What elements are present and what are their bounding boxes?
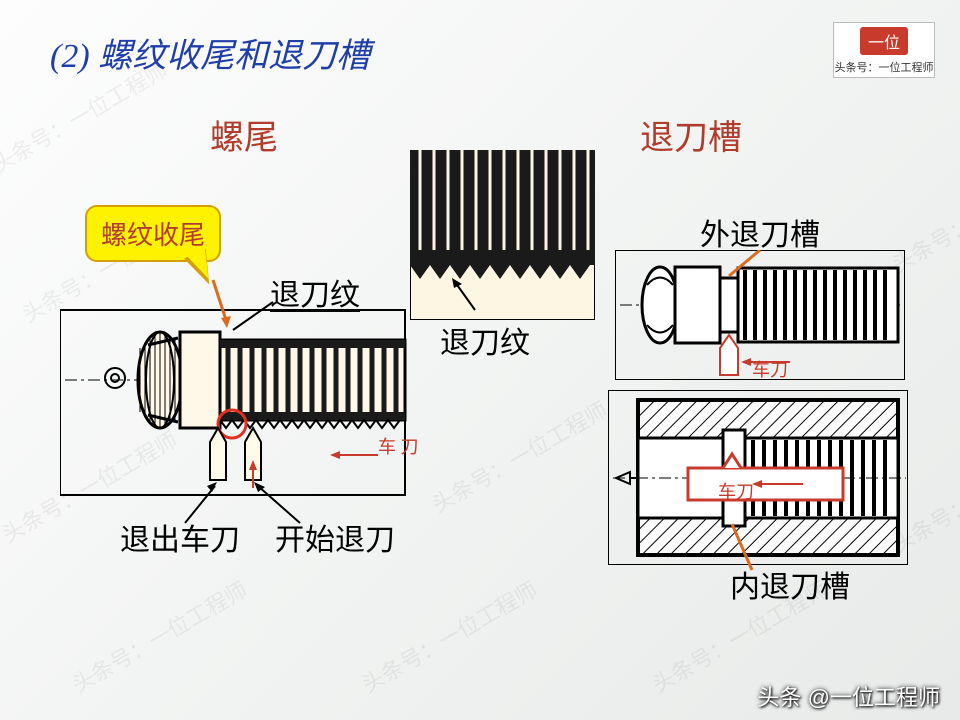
diagram-middle-detail xyxy=(410,150,595,320)
watermark: 头条号：一位工程师 xyxy=(425,393,612,520)
watermark: 头条号：一位工程师 xyxy=(65,573,252,700)
label-neituidao: 内退刀槽 xyxy=(730,562,850,606)
label-tuidaowen-left: 退刀纹 xyxy=(270,270,360,314)
label-chedao-right: 车刀 xyxy=(752,356,788,382)
logo-main: 一位 xyxy=(860,27,908,55)
logo-sub: 头条号：一位工程师 xyxy=(834,59,934,75)
logo-box: 一位 头条号：一位工程师 xyxy=(833,22,935,78)
label-waituidao: 外退刀槽 xyxy=(700,210,820,254)
heading-left: 螺尾 xyxy=(210,110,278,159)
leader-tuidaowen-left xyxy=(228,300,278,335)
label-tuichu: 退出车刀 xyxy=(120,515,240,559)
label-chedao-inner: 车刀 xyxy=(718,478,754,504)
page-title: (2) 螺纹收尾和退刀槽 xyxy=(50,28,370,77)
label-chedao-left: 车 刀 xyxy=(378,438,419,456)
footer-credit: 头条 @一位工程师 xyxy=(758,680,940,712)
label-tuidaowen-mid: 退刀纹 xyxy=(440,318,530,362)
label-kaishi: 开始退刀 xyxy=(275,515,395,559)
heading-right: 退刀槽 xyxy=(640,110,742,159)
watermark: 头条号：一位工程师 xyxy=(355,573,542,700)
